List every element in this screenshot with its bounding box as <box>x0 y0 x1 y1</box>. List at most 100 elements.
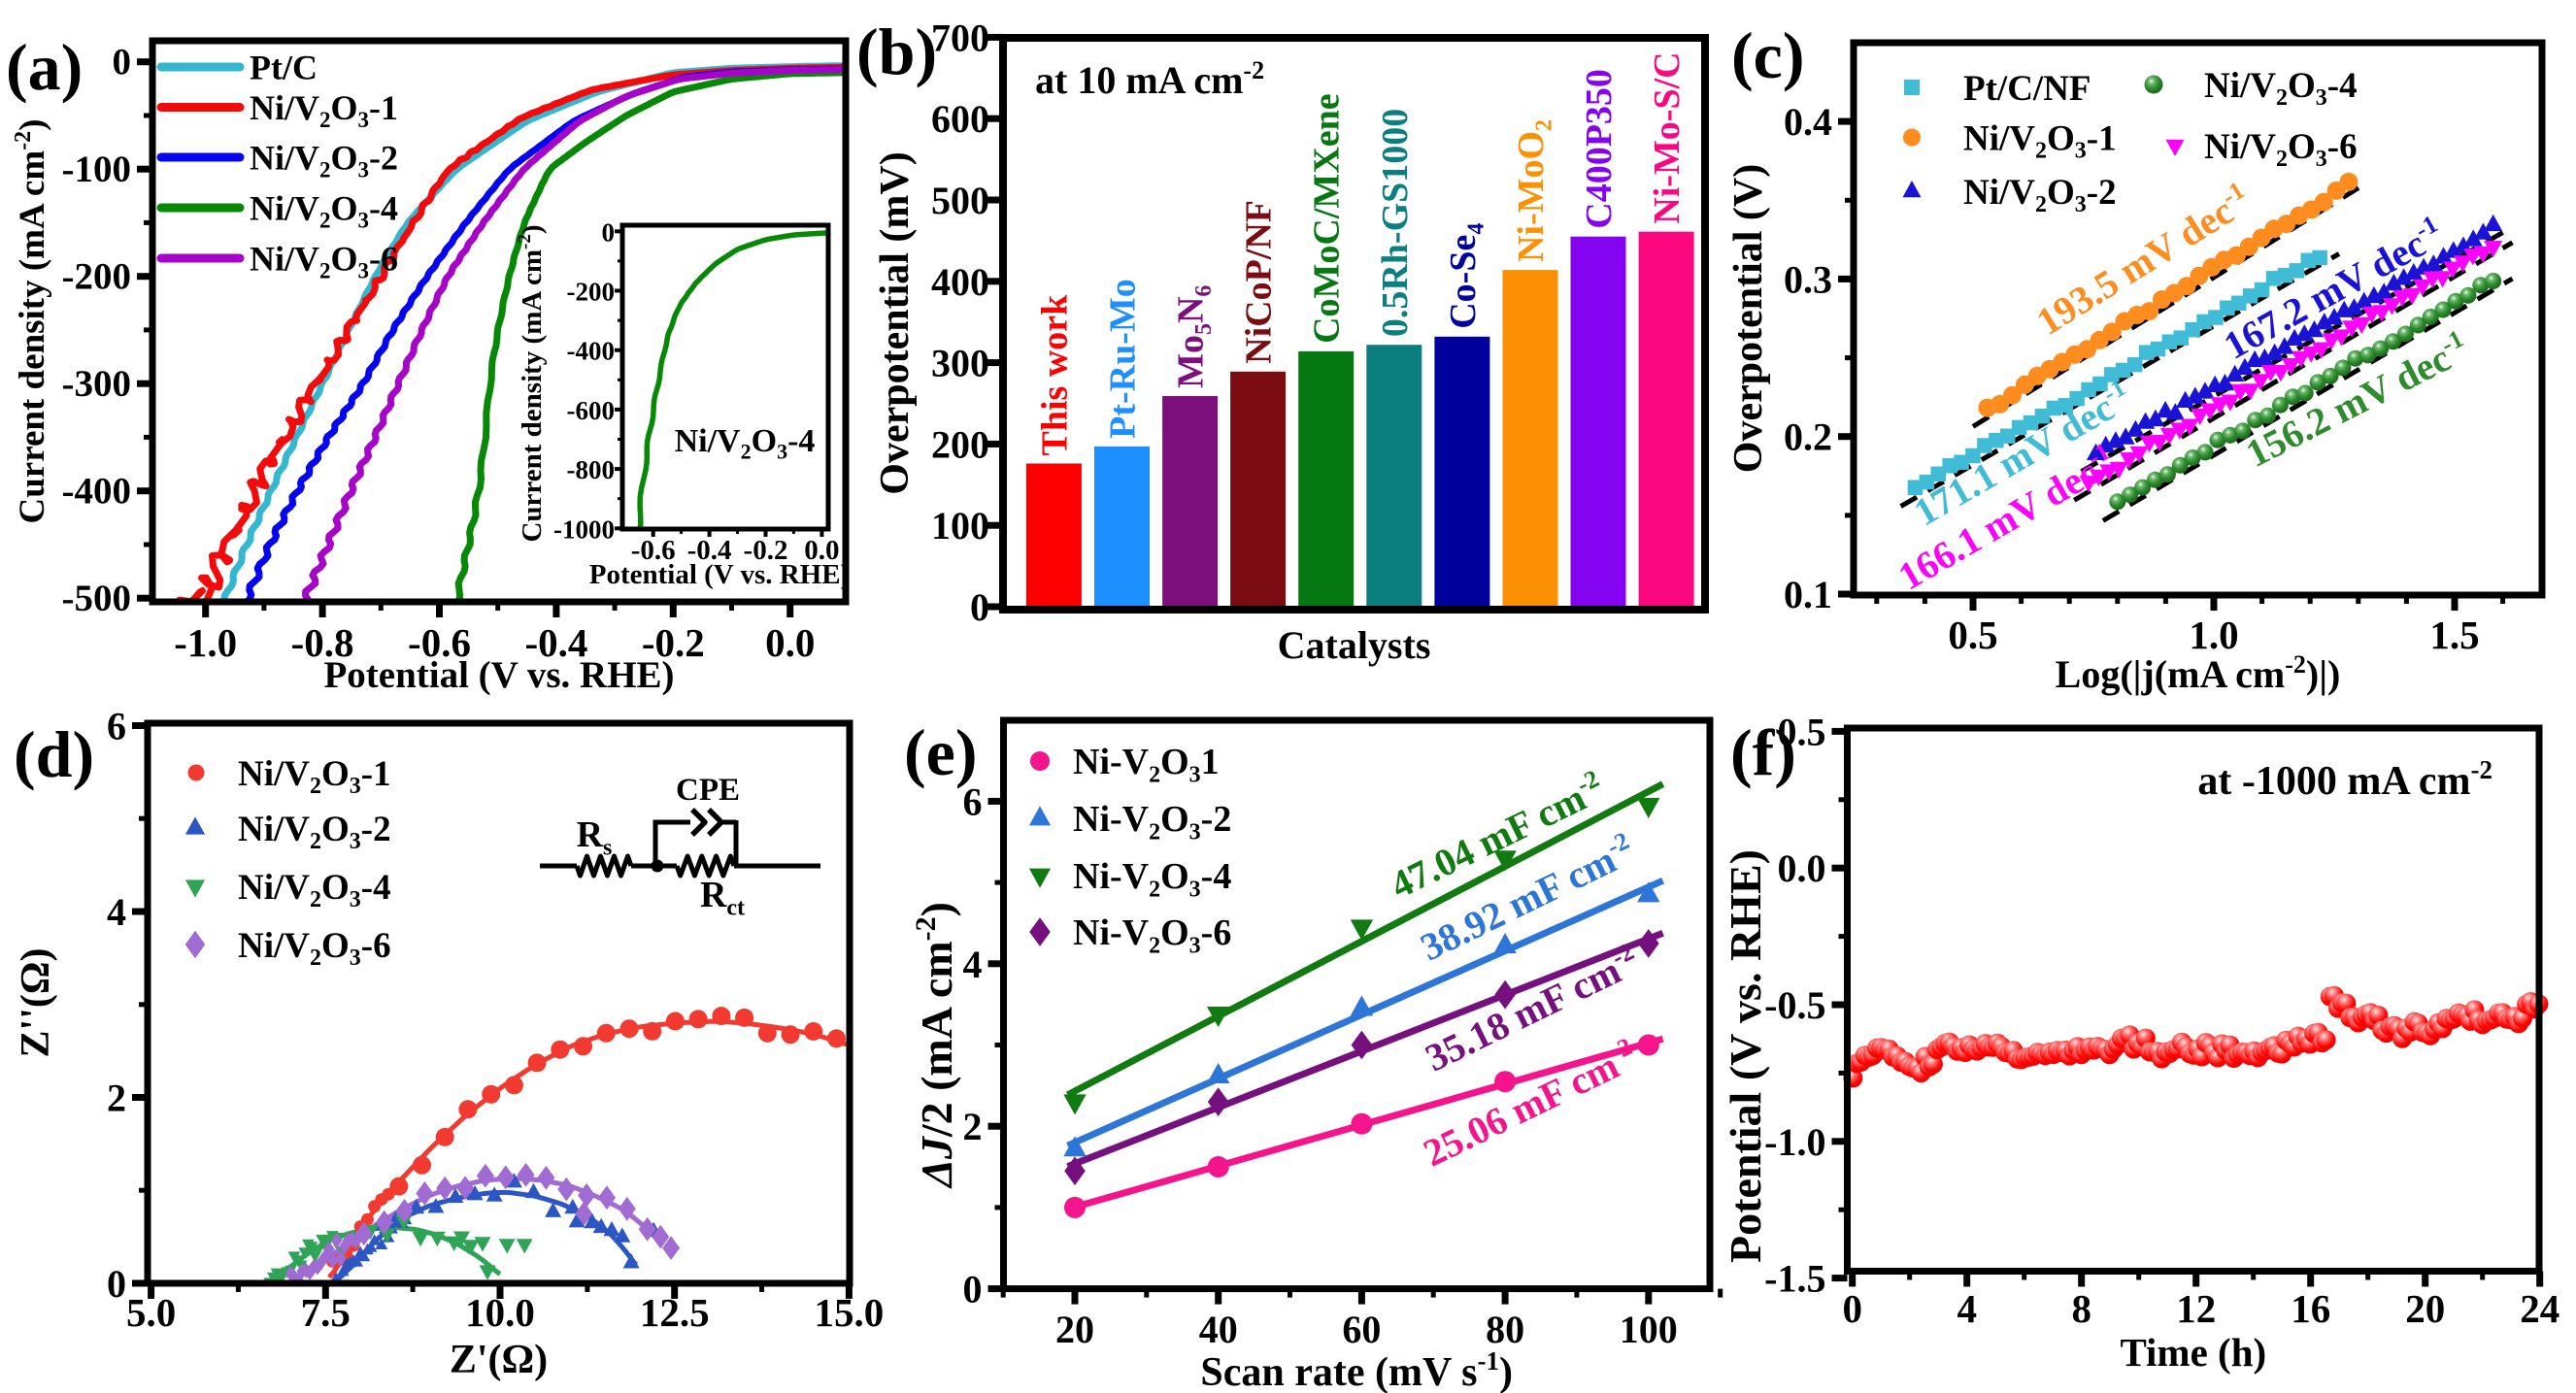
svg-text:Rct: Rct <box>700 875 745 920</box>
svg-text:Ni/V2O3-6: Ni/V2O3-6 <box>238 926 391 971</box>
svg-text:500: 500 <box>931 179 989 222</box>
svg-text:-800: -800 <box>567 455 616 484</box>
svg-text:Ni/V2O3-2: Ni/V2O3-2 <box>250 139 398 182</box>
svg-text:NiCoP/NF: NiCoP/NF <box>1239 200 1280 364</box>
svg-text:-300: -300 <box>62 363 132 405</box>
svg-text:-0.6: -0.6 <box>408 620 471 665</box>
svg-text:Ni-V2O3-2: Ni-V2O3-2 <box>1073 799 1231 845</box>
svg-text:0: 0 <box>107 1262 126 1306</box>
svg-text:Ni/V2O3-2: Ni/V2O3-2 <box>1963 173 2117 217</box>
svg-text:-0.5: -0.5 <box>1764 983 1825 1027</box>
svg-text:300: 300 <box>931 342 989 385</box>
svg-text:Ni-V2O31: Ni-V2O31 <box>1073 742 1220 787</box>
svg-text:0.0: 0.0 <box>765 620 815 665</box>
svg-text:Ni-V2O3-6: Ni-V2O3-6 <box>1073 912 1231 958</box>
svg-text:C400P350: C400P350 <box>1579 69 1620 229</box>
svg-text:(c): (c) <box>1731 18 1804 92</box>
svg-text:Ni/V2O3-1: Ni/V2O3-1 <box>1963 119 2117 164</box>
svg-text:-500: -500 <box>62 578 132 619</box>
svg-text:(e): (e) <box>904 715 977 789</box>
svg-text:-100: -100 <box>62 149 132 190</box>
svg-text:Ni/V2O3-1: Ni/V2O3-1 <box>250 88 398 132</box>
svg-text:0.5: 0.5 <box>1778 710 1826 753</box>
svg-text:Potential (V vs. RHE): Potential (V vs. RHE) <box>1721 849 1770 1263</box>
svg-text:0.2: 0.2 <box>1784 415 1832 459</box>
svg-text:-1.0: -1.0 <box>1764 1120 1825 1164</box>
svg-text:Ni/V2O3-4: Ni/V2O3-4 <box>675 423 816 464</box>
svg-text:6: 6 <box>963 779 983 823</box>
svg-text:24: 24 <box>2520 1286 2559 1331</box>
svg-text:Pt/C/NF: Pt/C/NF <box>1963 69 2091 109</box>
svg-text:-0.4: -0.4 <box>524 620 587 665</box>
svg-text:16: 16 <box>2291 1286 2330 1331</box>
svg-text:200: 200 <box>931 422 989 466</box>
svg-text:4: 4 <box>107 890 126 934</box>
svg-text:Ni-Mo-S/C: Ni-Mo-S/C <box>1647 51 1688 223</box>
svg-text:Pt/C: Pt/C <box>250 49 318 87</box>
svg-text:Overpotential (V): Overpotential (V) <box>1726 164 1771 473</box>
svg-text:-0.6: -0.6 <box>631 535 676 566</box>
svg-text:Co-Se4: Co-Se4 <box>1443 223 1489 329</box>
svg-text:(f): (f) <box>1730 715 1796 789</box>
svg-text:Rs: Rs <box>577 814 613 860</box>
svg-text:-0.4: -0.4 <box>687 535 732 566</box>
svg-text:(a): (a) <box>6 30 83 104</box>
svg-text:400: 400 <box>931 260 989 304</box>
svg-text:0: 0 <box>970 585 989 629</box>
svg-text:Current density (mA cm-2): Current density (mA cm-2) <box>11 118 52 523</box>
svg-text:-1.0: -1.0 <box>174 620 237 665</box>
svg-text:Log(|j(mA cm-2)|): Log(|j(mA cm-2)|) <box>2056 650 2341 696</box>
svg-text:20: 20 <box>1055 1308 1094 1351</box>
svg-text:Ni/V2O3-4: Ni/V2O3-4 <box>238 868 391 912</box>
svg-text:Catalysts: Catalysts <box>1278 623 1431 667</box>
svg-text:at -1000 mA cm-2: at -1000 mA cm-2 <box>2197 755 2492 804</box>
svg-text:-1000: -1000 <box>553 514 615 544</box>
svg-text:0.3: 0.3 <box>1784 257 1832 301</box>
svg-text:-0.8: -0.8 <box>291 620 354 665</box>
svg-text:Potential (V vs. RHE): Potential (V vs. RHE) <box>589 559 851 590</box>
svg-text:20: 20 <box>2405 1286 2445 1331</box>
svg-text:2: 2 <box>107 1077 126 1120</box>
svg-text:Ni/V2O3-4: Ni/V2O3-4 <box>2204 66 2358 111</box>
svg-text:0: 0 <box>113 42 132 83</box>
svg-text:Time (h): Time (h) <box>2120 1330 2266 1375</box>
svg-text:Current density (mA cm-2): Current density (mA cm-2) <box>515 224 548 542</box>
svg-text:Pt-Ru-Mo: Pt-Ru-Mo <box>1102 279 1143 439</box>
svg-text:Potential (V vs. RHE): Potential (V vs. RHE) <box>323 654 674 696</box>
svg-text:60: 60 <box>1342 1308 1381 1351</box>
svg-text:2: 2 <box>963 1105 983 1148</box>
svg-text:-1.5: -1.5 <box>1764 1257 1825 1301</box>
svg-text:100: 100 <box>1620 1308 1678 1351</box>
svg-text:Ni/V2O3-2: Ni/V2O3-2 <box>238 810 391 854</box>
svg-text:0.5Rh-GS1000: 0.5Rh-GS1000 <box>1375 109 1416 337</box>
svg-text:-400: -400 <box>62 471 132 513</box>
svg-text:0.1: 0.1 <box>1784 573 1832 616</box>
svg-text:-0.2: -0.2 <box>642 620 705 665</box>
svg-text:0: 0 <box>963 1268 983 1311</box>
svg-text:100: 100 <box>931 504 989 547</box>
svg-text:1.5: 1.5 <box>2429 613 2479 657</box>
svg-text:600: 600 <box>931 97 989 141</box>
svg-text:-200: -200 <box>62 256 132 298</box>
svg-text:0: 0 <box>602 217 616 247</box>
svg-text:12.5: 12.5 <box>640 1290 710 1335</box>
svg-text:700: 700 <box>931 16 989 59</box>
svg-text:Ni/V2O3-4: Ni/V2O3-4 <box>250 189 398 233</box>
svg-text:7.5: 7.5 <box>301 1290 351 1335</box>
svg-text:Z'(Ω): Z'(Ω) <box>450 1338 548 1382</box>
svg-text:0.0: 0.0 <box>804 535 839 566</box>
svg-text:CoMoC/MXene: CoMoC/MXene <box>1307 93 1348 343</box>
svg-text:CPE: CPE <box>676 773 740 808</box>
svg-text:15.0: 15.0 <box>815 1290 885 1335</box>
svg-text:0: 0 <box>1842 1286 1862 1331</box>
svg-text:40: 40 <box>1199 1308 1238 1351</box>
svg-text:Ni-MoO2: Ni-MoO2 <box>1511 119 1556 262</box>
svg-text:-400: -400 <box>567 337 616 366</box>
svg-text:5.0: 5.0 <box>126 1290 176 1335</box>
svg-text:0.0: 0.0 <box>1778 846 1826 890</box>
svg-text:Ni-V2O3-4: Ni-V2O3-4 <box>1073 856 1231 902</box>
svg-text:Z''(Ω): Z''(Ω) <box>14 948 58 1058</box>
svg-text:-0.2: -0.2 <box>744 535 788 566</box>
svg-text:Ni/V2O3-1: Ni/V2O3-1 <box>238 754 391 799</box>
svg-text:8: 8 <box>2071 1286 2091 1331</box>
